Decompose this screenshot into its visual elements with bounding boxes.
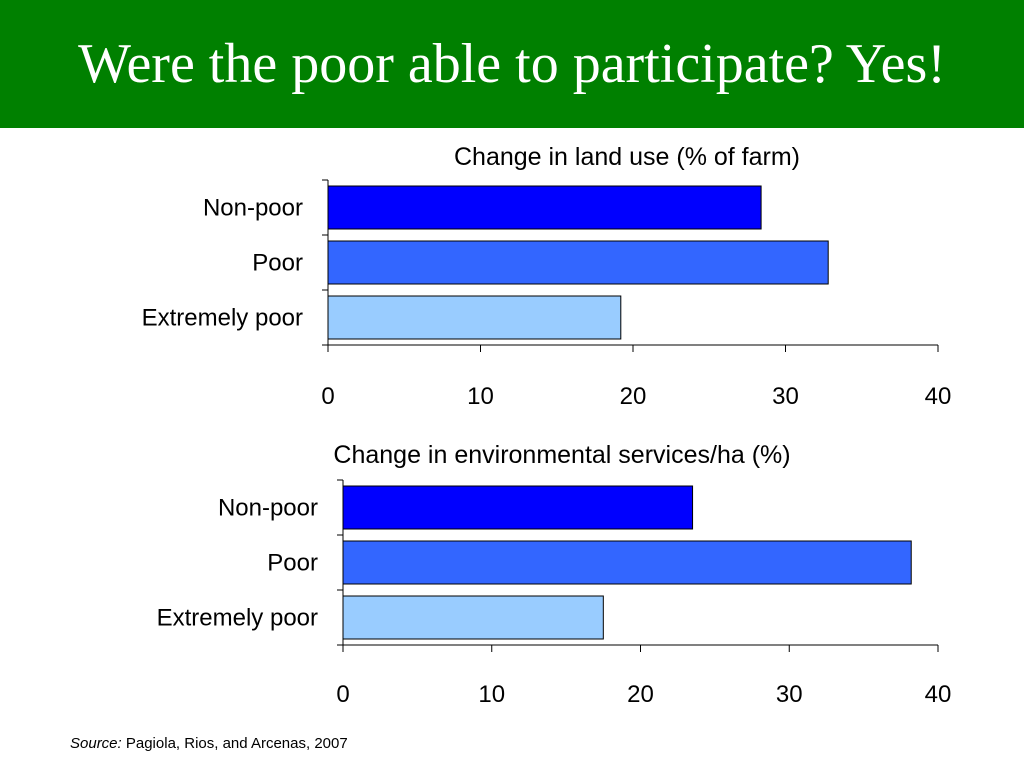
x-tick-label: 30	[772, 383, 799, 410]
bar-non-poor	[342, 485, 694, 530]
source-label: Source:	[70, 735, 122, 752]
category-label: Non-poor	[203, 195, 303, 222]
x-tick-label: 10	[478, 681, 505, 708]
bar-non-poor	[327, 185, 762, 230]
charts-area: Change in land use (% of farm) Non-poor Po…	[142, 143, 952, 708]
x-tick-label: 30	[776, 681, 803, 708]
x-tick-label: 0	[321, 383, 334, 410]
slide-title: Were the poor able to participate? Yes!	[78, 33, 946, 95]
category-label: Extremely poor	[142, 305, 303, 332]
bar-poor	[342, 540, 912, 585]
slide-header: Were the poor able to participate? Yes!	[0, 0, 1024, 128]
category-label: Poor	[267, 550, 318, 577]
category-label: Non-poor	[218, 495, 318, 522]
source-text: Pagiola, Rios, and Arcenas, 2007	[121, 735, 348, 752]
chart-title: Change in environmental services/ha (%)	[333, 441, 790, 469]
category-label: Poor	[252, 250, 303, 277]
bar-poor	[327, 240, 829, 285]
x-tick-label: 0	[336, 681, 349, 708]
x-tick-label: 10	[467, 383, 494, 410]
x-tick-label: 40	[925, 383, 952, 410]
bar-extremely-poor	[342, 595, 604, 640]
x-tick-label: 40	[925, 681, 952, 708]
chart-title: Change in land use (% of farm)	[454, 143, 800, 171]
bar-extremely-poor	[327, 295, 622, 340]
x-tick-label: 20	[627, 681, 654, 708]
x-tick-label: 20	[620, 383, 647, 410]
category-label: Extremely poor	[157, 605, 318, 632]
source-note: Source: Pagiola, Rios, and Arcenas, 2007	[70, 735, 348, 752]
